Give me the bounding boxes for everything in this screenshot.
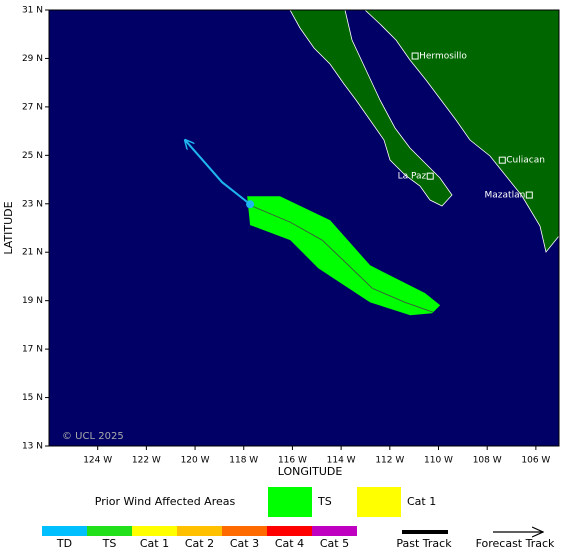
x-tick-label: 120 W [181,456,210,466]
wind-swath [247,196,441,316]
scale-label: TS [102,537,117,550]
baja-peninsula [289,10,453,207]
city-label: La Paz [398,172,427,182]
x-tick-label: 114 W [327,456,356,466]
scale-swatch [87,526,132,536]
city-label: Mazatlan [485,191,526,201]
x-tick-label: 124 W [83,456,112,466]
scale-swatch [132,526,177,536]
scale-swatch [312,526,357,536]
area-swatch [268,487,312,517]
x-tick-label: 110 W [424,456,453,466]
area-label: TS [317,495,332,508]
y-tick-label: 25 N [22,151,43,161]
map-frame [48,9,560,447]
city-marker [426,172,434,180]
storm-position [246,200,255,209]
city-label: Culiacan [506,156,545,166]
y-tick-label: 19 N [22,296,43,306]
city-marker [525,191,533,199]
city-marker [498,156,506,164]
y-tick-label: 23 N [22,199,43,209]
y-axis-label: LATITUDE [2,201,15,254]
y-tick-label: 27 N [22,102,43,112]
scale-label: Cat 4 [275,537,304,550]
y-tick-label: 17 N [22,345,43,355]
past-track [185,140,251,206]
scale-swatch [42,526,87,536]
scale-label: Cat 5 [320,537,349,550]
city-marker [411,52,419,60]
y-tick-label: 31 N [22,6,43,16]
scale-swatch [222,526,267,536]
scale-swatch [267,526,312,536]
y-tick-label: 29 N [22,54,43,64]
x-tick-label: 108 W [473,456,502,466]
forecast-track-label: Forecast Track [476,537,555,550]
credit: © UCL 2025 [62,431,124,442]
city-label: Hermosillo [419,52,467,62]
area-swatch [357,487,401,517]
x-tick-label: 122 W [132,456,161,466]
x-axis-label: LONGITUDE [278,465,343,478]
area-label: Cat 1 [407,495,436,508]
scale-label: Cat 2 [185,537,214,550]
forecast-track [249,204,434,313]
x-tick-label: 106 W [521,456,550,466]
x-tick-label: 112 W [375,456,404,466]
y-tick-label: 21 N [22,248,43,258]
land [289,10,559,253]
legend-title: Prior Wind Affected Areas [95,495,236,508]
scale-label: Cat 1 [140,537,169,550]
past-track-label: Past Track [396,537,452,550]
mainland [364,10,559,253]
y-tick-label: 15 N [22,393,43,403]
scale-label: Cat 3 [230,537,259,550]
scale-label: TD [56,537,72,550]
scale-swatch [177,526,222,536]
y-tick-label: 13 N [22,442,43,452]
map-layers: Hermosillo Culiacan La Paz Mazatlan [185,52,545,316]
x-tick-label: 116 W [278,456,307,466]
x-tick-label: 118 W [229,456,258,466]
